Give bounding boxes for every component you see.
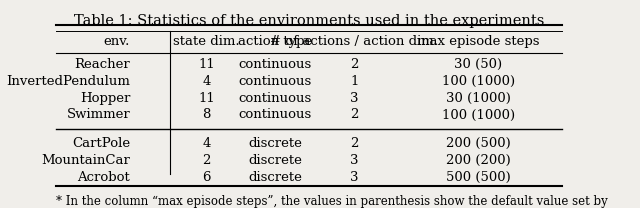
Text: 11: 11	[198, 92, 215, 105]
Text: 4: 4	[202, 75, 211, 88]
Text: discrete: discrete	[248, 154, 302, 167]
Text: 2: 2	[350, 137, 358, 150]
Text: 100 (1000): 100 (1000)	[442, 108, 515, 121]
Text: action type: action type	[238, 35, 312, 48]
Text: 3: 3	[350, 171, 358, 184]
Text: continuous: continuous	[239, 92, 312, 105]
Text: CartPole: CartPole	[72, 137, 130, 150]
Text: 8: 8	[202, 108, 211, 121]
Text: 100 (1000): 100 (1000)	[442, 75, 515, 88]
Text: 1: 1	[350, 75, 358, 88]
Text: 2: 2	[350, 58, 358, 71]
Text: discrete: discrete	[248, 137, 302, 150]
Text: 3: 3	[350, 92, 358, 105]
Text: # of actions / action dim.: # of actions / action dim.	[270, 35, 438, 48]
Text: 30 (50): 30 (50)	[454, 58, 502, 71]
Text: MountainCar: MountainCar	[42, 154, 130, 167]
Text: Reacher: Reacher	[74, 58, 130, 71]
Text: state dim.: state dim.	[173, 35, 240, 48]
Text: 3: 3	[350, 154, 358, 167]
Text: max episode steps: max episode steps	[417, 35, 540, 48]
Text: 2: 2	[202, 154, 211, 167]
Text: 200 (500): 200 (500)	[445, 137, 511, 150]
Text: InvertedPendulum: InvertedPendulum	[6, 75, 130, 88]
Text: 4: 4	[202, 137, 211, 150]
Text: continuous: continuous	[239, 108, 312, 121]
Text: Hopper: Hopper	[80, 92, 130, 105]
Text: discrete: discrete	[248, 171, 302, 184]
Text: continuous: continuous	[239, 75, 312, 88]
Text: continuous: continuous	[239, 58, 312, 71]
Text: Table 1: Statistics of the environments used in the experiments: Table 1: Statistics of the environments …	[74, 14, 545, 28]
Text: 6: 6	[202, 171, 211, 184]
Text: * In the column “max episode steps”, the values in parenthesis show the default : * In the column “max episode steps”, the…	[56, 195, 608, 208]
Text: env.: env.	[104, 35, 130, 48]
Text: 11: 11	[198, 58, 215, 71]
Text: 500 (500): 500 (500)	[445, 171, 511, 184]
Text: 30 (1000): 30 (1000)	[445, 92, 511, 105]
Text: 2: 2	[350, 108, 358, 121]
Text: 200 (200): 200 (200)	[445, 154, 511, 167]
Text: Swimmer: Swimmer	[67, 108, 130, 121]
Text: Acrobot: Acrobot	[77, 171, 130, 184]
